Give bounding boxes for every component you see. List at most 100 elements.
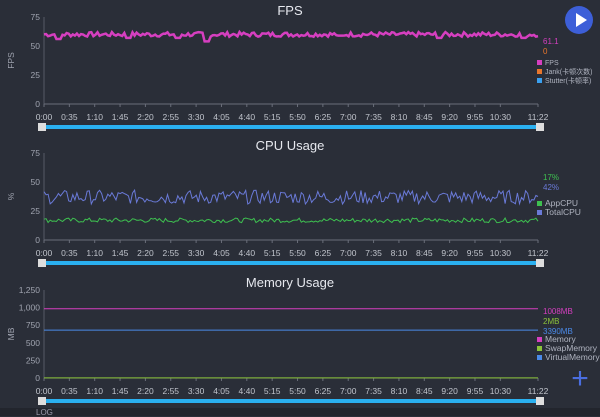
series-line: [43, 29, 539, 43]
x-tick-label: 1:45: [112, 248, 129, 258]
x-tick-label: 4:05: [213, 112, 230, 122]
x-tick-label: 5:50: [289, 248, 306, 258]
legend-swatch: [537, 346, 542, 351]
zoom-slider[interactable]: [40, 399, 542, 403]
x-tick-label: 2:20: [137, 112, 154, 122]
y-tick-label: 1,250: [19, 285, 41, 295]
x-tick-label: 9:20: [441, 248, 458, 258]
y-tick-label: 250: [26, 355, 40, 365]
legend-item[interactable]: FPS: [537, 59, 592, 68]
x-tick-label: 6:25: [315, 248, 332, 258]
x-tick-label: 4:40: [239, 112, 256, 122]
x-tick-label: 9:20: [441, 112, 458, 122]
x-tick-label: 5:50: [289, 112, 306, 122]
legend-swatch: [537, 60, 542, 65]
x-tick-label: 3:30: [188, 112, 205, 122]
x-tick-label: 8:10: [391, 112, 408, 122]
x-tick-label: 4:40: [239, 248, 256, 258]
y-tick-label: 50: [31, 177, 41, 187]
legend-label: AppCPU: [545, 198, 579, 208]
x-tick-label: 1:45: [112, 112, 129, 122]
x-tick-label: 0:00: [36, 386, 53, 396]
x-tick-label: 2:20: [137, 248, 154, 258]
x-tick-label: 1:10: [86, 248, 103, 258]
x-tick-label: 8:10: [391, 248, 408, 258]
slider-handle-right[interactable]: [536, 397, 544, 405]
x-tick-label: 4:05: [213, 248, 230, 258]
slider-handle-right[interactable]: [536, 259, 544, 267]
x-tick-label: 4:05: [213, 386, 230, 396]
legend-item[interactable]: VirtualMemory: [537, 353, 600, 362]
x-tick-label: 6:25: [315, 386, 332, 396]
x-tick-label: 7:00: [340, 386, 357, 396]
x-tick-label: 4:40: [239, 386, 256, 396]
x-tick-label: 11:22: [528, 112, 549, 122]
legend-item[interactable]: TotalCPU: [537, 208, 581, 217]
x-tick-label: 9:55: [467, 112, 484, 122]
add-icon[interactable]: +: [571, 362, 589, 395]
chart-title: Memory Usage: [245, 275, 335, 290]
legend-item[interactable]: Memory: [537, 335, 600, 344]
legend-swatch: [537, 201, 542, 206]
y-tick-label: 750: [26, 320, 40, 330]
log-tab[interactable]: LOG: [36, 408, 53, 417]
x-tick-label: 2:55: [162, 112, 179, 122]
x-tick-label: 5:15: [264, 386, 281, 396]
legend-label: VirtualMemory: [545, 352, 600, 362]
x-tick-label: 8:10: [391, 386, 408, 396]
play-button[interactable]: [565, 6, 593, 34]
legend-label: Stutter(卡顿率): [545, 78, 592, 85]
legend-item[interactable]: SwapMemory: [537, 344, 600, 353]
slider-handle-left[interactable]: [38, 123, 46, 131]
x-tick-label: 0:35: [61, 386, 78, 396]
slider-handle-left[interactable]: [38, 397, 46, 405]
x-tick-label: 5:15: [264, 112, 281, 122]
y-tick-label: 0: [35, 99, 40, 109]
y-tick-label: 0: [35, 373, 40, 383]
y-tick-label: 25: [31, 70, 41, 80]
legend-item[interactable]: AppCPU: [537, 199, 581, 208]
zoom-slider[interactable]: [40, 125, 542, 129]
legend-swatch: [537, 78, 542, 83]
current-value: 1008MB: [543, 307, 573, 316]
legend: FPS Jank(卡顿次数) Stutter(卡顿率): [537, 59, 592, 86]
legend-item[interactable]: Stutter(卡顿率): [537, 77, 592, 86]
x-tick-label: 7:35: [365, 248, 382, 258]
current-value: 2MB: [543, 317, 560, 326]
slider-handle-right[interactable]: [536, 123, 544, 131]
slider-handle-left[interactable]: [38, 259, 46, 267]
legend-swatch: [537, 337, 542, 342]
bottom-bar: LOG: [0, 408, 600, 417]
y-axis-label: MB: [6, 327, 16, 340]
legend-item[interactable]: Jank(卡顿次数): [537, 68, 592, 77]
x-tick-label: 7:35: [365, 112, 382, 122]
series-line: [43, 216, 539, 224]
current-value: 17%: [543, 173, 560, 182]
current-value: 42%: [543, 183, 560, 192]
x-tick-label: 3:30: [188, 248, 205, 258]
y-tick-label: 75: [31, 148, 41, 158]
x-tick-label: 9:55: [467, 386, 484, 396]
legend-swatch: [537, 355, 542, 360]
legend-label: Jank(卡顿次数): [545, 69, 593, 76]
x-tick-label: 0:35: [61, 248, 78, 258]
x-tick-label: 10:30: [490, 248, 512, 258]
x-tick-label: 2:20: [137, 386, 154, 396]
legend-label: FPS: [545, 60, 559, 67]
legend: Memory SwapMemory VirtualMemory: [537, 335, 600, 362]
y-axis-label: FPS: [6, 52, 16, 69]
x-tick-label: 11:22: [528, 386, 549, 396]
y-tick-label: 500: [26, 338, 40, 348]
x-tick-label: 0:35: [61, 112, 78, 122]
x-tick-label: 0:00: [36, 112, 53, 122]
legend: AppCPU TotalCPU: [537, 199, 581, 217]
x-tick-label: 8:45: [416, 112, 433, 122]
current-value: 61.1: [543, 37, 559, 46]
zoom-slider[interactable]: [40, 261, 542, 265]
x-tick-label: 10:30: [490, 386, 512, 396]
y-axis-label: %: [6, 192, 16, 200]
x-tick-label: 5:50: [289, 386, 306, 396]
chart-title: CPU Usage: [255, 138, 325, 153]
legend-label: Memory: [545, 334, 576, 344]
